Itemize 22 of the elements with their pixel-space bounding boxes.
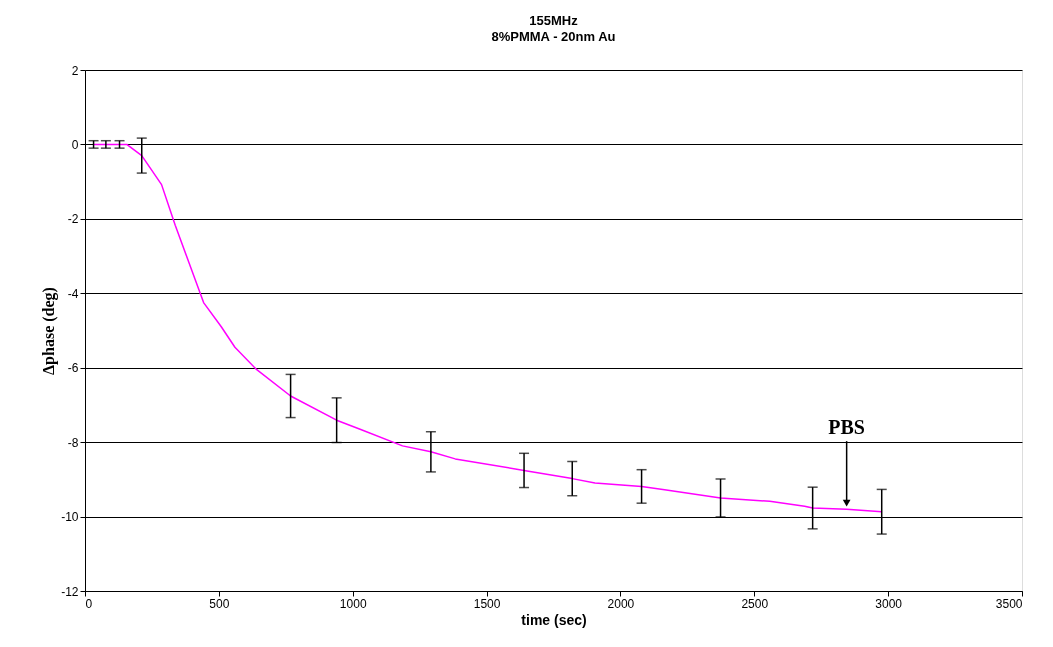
y-tick-label: -4 xyxy=(67,286,79,301)
x-tick-label: 3500 xyxy=(995,596,1023,611)
x-tick-label: 3000 xyxy=(875,596,903,611)
x-tick-label: 1000 xyxy=(339,596,367,611)
line-series xyxy=(92,143,883,513)
x-tick-label: 2500 xyxy=(741,596,769,611)
x-axis-title: time (sec) xyxy=(521,611,587,628)
x-tick-label: 0 xyxy=(85,596,93,611)
y-axis-title: Δphase (deg) xyxy=(40,287,59,375)
x-tick-label: 2000 xyxy=(607,596,635,611)
x-tick-label: 500 xyxy=(209,596,230,611)
annotation: PBS xyxy=(828,416,865,439)
chart-title: 155MHz xyxy=(529,13,579,28)
chart-subtitle: 8%PMMA - 20nm Au xyxy=(491,29,616,44)
x-tick-label: 1500 xyxy=(473,596,501,611)
y-tick-label: -12 xyxy=(61,584,79,599)
y-tick-label: -8 xyxy=(67,435,79,450)
y-tick-label: 0 xyxy=(71,137,79,152)
y-tick-label: 2 xyxy=(71,63,79,78)
y-tick-label: -10 xyxy=(61,510,79,525)
y-tick-label: -6 xyxy=(67,361,79,376)
y-tick-label: -2 xyxy=(67,212,79,227)
